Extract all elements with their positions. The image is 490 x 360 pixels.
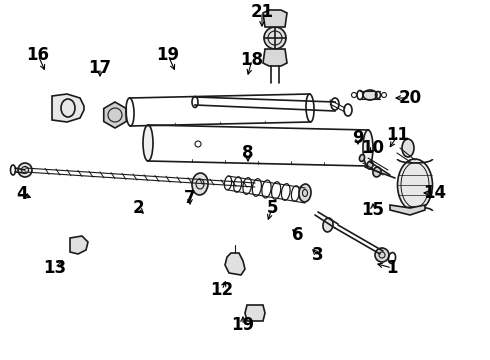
Ellipse shape: [192, 173, 208, 195]
Text: 20: 20: [398, 89, 421, 107]
Polygon shape: [52, 94, 84, 122]
Text: 5: 5: [266, 199, 278, 217]
Polygon shape: [70, 236, 88, 254]
Polygon shape: [263, 10, 287, 27]
Ellipse shape: [18, 163, 32, 177]
Ellipse shape: [299, 184, 311, 202]
Text: 19: 19: [231, 316, 255, 334]
Text: 9: 9: [352, 129, 364, 147]
Text: 13: 13: [44, 259, 67, 277]
Polygon shape: [245, 305, 265, 321]
Text: 11: 11: [387, 126, 410, 144]
Text: 4: 4: [16, 185, 28, 203]
Ellipse shape: [363, 90, 377, 100]
Polygon shape: [390, 205, 425, 215]
Ellipse shape: [367, 161, 373, 169]
Text: 1: 1: [386, 259, 398, 277]
Text: 12: 12: [210, 281, 234, 299]
Text: 14: 14: [423, 184, 446, 202]
Ellipse shape: [402, 139, 414, 157]
Text: 19: 19: [156, 46, 179, 64]
Text: 8: 8: [242, 144, 254, 162]
Ellipse shape: [375, 248, 389, 262]
Text: 21: 21: [250, 3, 273, 21]
Polygon shape: [225, 253, 245, 275]
Text: 18: 18: [241, 51, 264, 69]
Ellipse shape: [264, 27, 286, 49]
Text: 2: 2: [132, 199, 144, 217]
Text: 10: 10: [362, 139, 385, 157]
Ellipse shape: [397, 159, 433, 211]
Polygon shape: [263, 49, 287, 66]
Polygon shape: [104, 102, 126, 128]
Ellipse shape: [360, 154, 365, 161]
Text: 3: 3: [312, 246, 324, 264]
Ellipse shape: [363, 130, 373, 166]
Text: 15: 15: [362, 201, 385, 219]
Ellipse shape: [373, 167, 381, 177]
Ellipse shape: [323, 218, 333, 232]
Text: 6: 6: [292, 226, 304, 244]
Ellipse shape: [143, 125, 153, 161]
Text: 7: 7: [184, 189, 196, 207]
Text: 16: 16: [26, 46, 49, 64]
Text: 17: 17: [88, 59, 112, 77]
